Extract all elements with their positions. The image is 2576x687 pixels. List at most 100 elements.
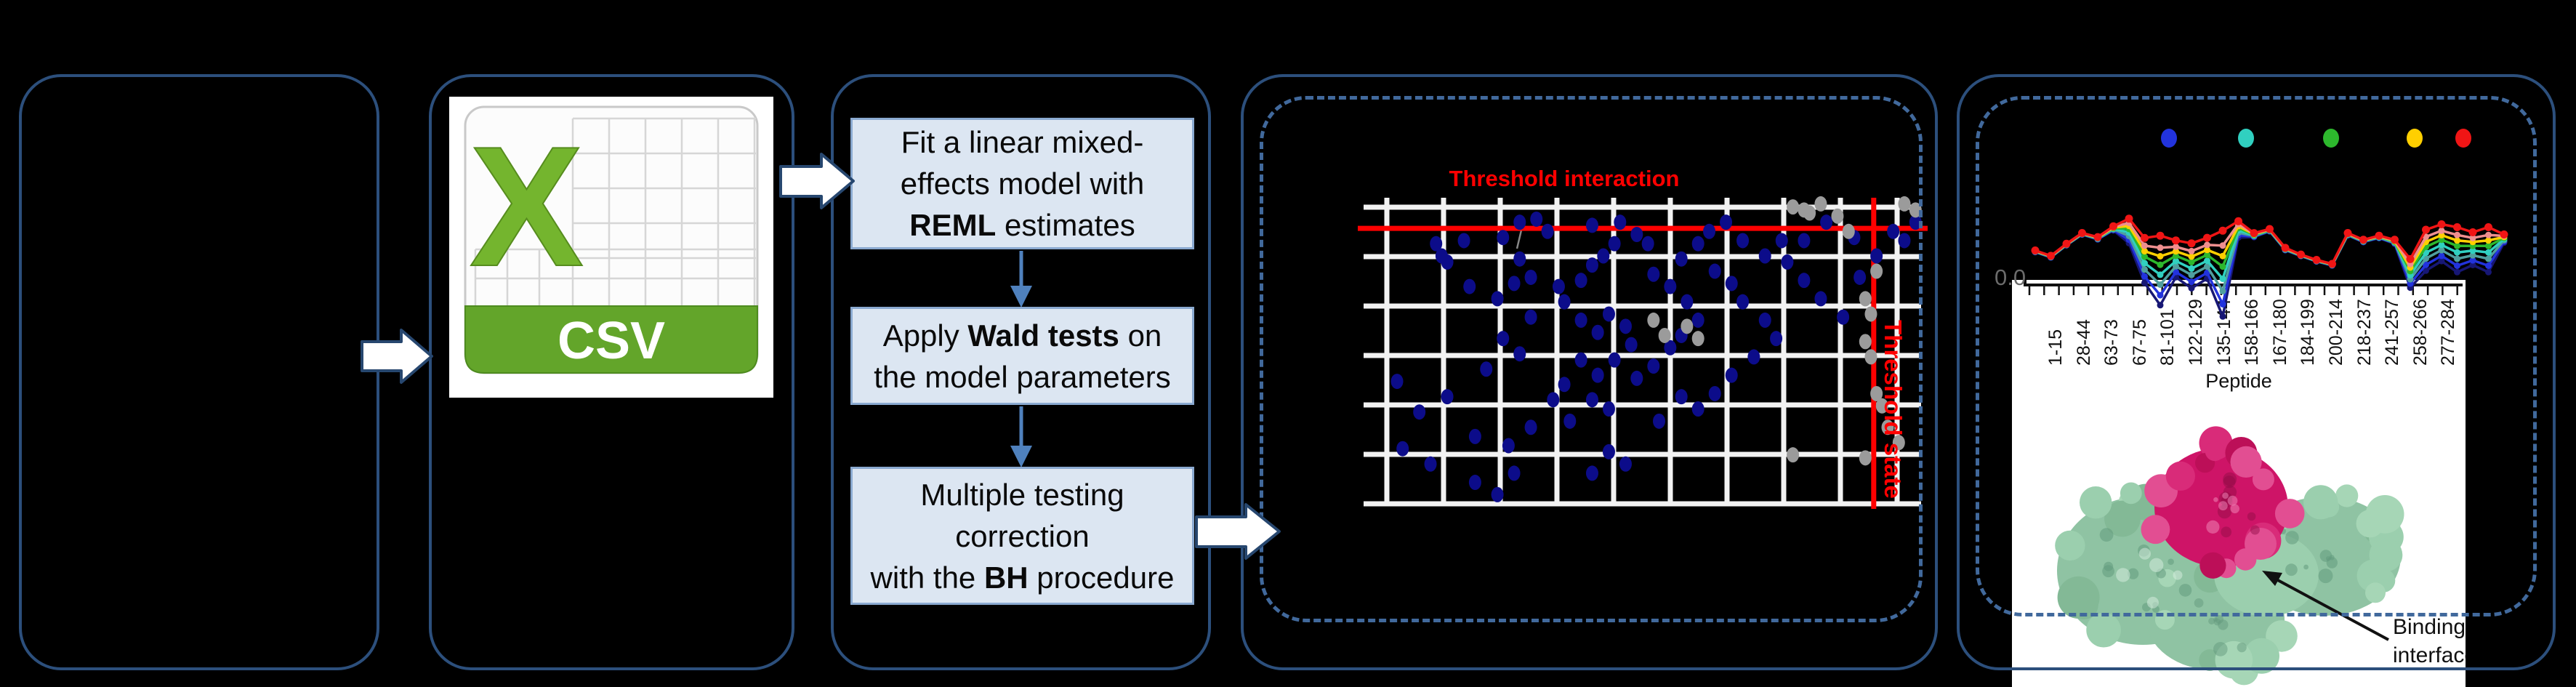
scatter-point-significant-peptides (1647, 358, 1660, 374)
series-marker-timepoint-7 (2469, 257, 2476, 264)
flow-step-text: with the (870, 560, 984, 595)
series-marker-timepoint-shortest (2297, 250, 2305, 259)
scatter-point-significant-peptides (1413, 404, 1426, 420)
series-marker-timepoint-shortest (2437, 220, 2446, 228)
series-marker-timepoint-shortest (2062, 239, 2071, 248)
binding-arrow-line (2274, 577, 2389, 641)
series-marker-timepoint-5 (2438, 241, 2445, 249)
protein-magenta-shade (2250, 525, 2260, 535)
protein-magenta-highlight (2227, 495, 2238, 506)
flow-step-text: Apply (882, 318, 968, 353)
scatter-point-significant-peptides (1653, 413, 1666, 429)
scatter-point-significant-peptides (1597, 248, 1610, 264)
protein-green-shade (2213, 642, 2228, 656)
series-marker-timepoint-3 (2454, 237, 2460, 244)
flow-step-line: REML estimates (909, 204, 1135, 246)
series-marker-timepoint-3 (2438, 232, 2445, 238)
protein-green-shade (2178, 584, 2192, 597)
scatter-point-significant-peptides (1909, 214, 1922, 230)
series-marker-timepoint-3 (2173, 248, 2179, 255)
scatter-point-significant-peptides (1574, 312, 1587, 328)
series-marker-timepoint-6 (2141, 266, 2148, 273)
series-marker-timepoint-shortest (2375, 231, 2383, 240)
protein-magenta-highlight (2222, 492, 2229, 499)
scatter-point-significant-peptides (1585, 257, 1598, 273)
scatter-point-significant-peptides (1480, 361, 1493, 377)
series-marker-timepoint-2 (2188, 247, 2195, 254)
series-marker-timepoint-7 (2485, 262, 2492, 269)
scatter-point-non-significant-peptides (1831, 208, 1844, 224)
protein-magenta-bump (2274, 499, 2305, 529)
series-marker-timepoint-6 (2157, 281, 2164, 288)
scatter-point-significant-peptides (1708, 385, 1721, 401)
scatter-title: Threshold interaction (1449, 166, 1680, 191)
scatter-point-significant-peptides (1619, 318, 1632, 334)
scatter-point-significant-peptides (1591, 367, 1604, 383)
protein-magenta-bump (2205, 441, 2225, 462)
flow-step-line: effects model with (901, 163, 1144, 204)
series-marker-timepoint-7 (2454, 262, 2460, 269)
scatter-point-significant-peptides (1424, 456, 1437, 472)
series-marker-timepoint-5 (2157, 271, 2164, 278)
protein-green-shade (2303, 564, 2309, 570)
series-marker-timepoint-shortest (2187, 239, 2196, 248)
series-marker-timepoint-shortest (2453, 223, 2461, 231)
scatter-point-significant-peptides (1691, 312, 1704, 328)
series-marker-timepoint-7 (2141, 273, 2148, 280)
protein-green-left-bump (2104, 500, 2141, 537)
series-marker-timepoint-7 (2188, 278, 2195, 286)
series-marker-timepoint-shortest (2031, 246, 2040, 254)
scatter-point-significant-peptides (1541, 223, 1554, 239)
scatter-point-significant-peptides (1720, 214, 1733, 230)
flow-step-text: Fit a linear mixed- (901, 125, 1144, 159)
flow-step-line: with the BH procedure (871, 557, 1175, 598)
protein-green-shade (2168, 558, 2174, 565)
series-marker-timepoint-4 (2204, 252, 2210, 259)
flow-step-text: correction (955, 518, 1090, 553)
scatter-point-significant-peptides (1758, 312, 1771, 328)
flow-step-text: BH (983, 560, 1029, 595)
scatter-point-significant-peptides (1574, 273, 1587, 289)
protein-magenta-highlight (2218, 501, 2228, 511)
series-marker-timepoint-longest (2454, 268, 2460, 276)
series-marker-timepoint-5 (2204, 257, 2210, 265)
series-marker-timepoint-2 (2485, 231, 2492, 238)
series-marker-timepoint-4 (2188, 259, 2195, 265)
protein-magenta-bump (2141, 515, 2170, 545)
protein-magenta-highlight (2230, 504, 2239, 514)
scatter-point-non-significant-peptides (1842, 223, 1855, 239)
scatter-point-significant-peptides (1524, 419, 1537, 435)
protein-magenta-shade (2223, 475, 2236, 489)
series-marker-timepoint-2 (2438, 227, 2445, 234)
series-marker-timepoint-shortest (2125, 214, 2133, 223)
series-marker-timepoint-6 (2188, 271, 2195, 278)
series-marker-timepoint-shortest (2359, 236, 2367, 244)
scatter-point-significant-peptides (1614, 214, 1627, 230)
csv-banner-label: CSV (558, 312, 665, 370)
scatter-point-significant-peptides (1463, 278, 1476, 294)
scatter-point-non-significant-peptides (1864, 306, 1877, 322)
scatter-point-significant-peptides (1513, 214, 1526, 230)
scatter-point-significant-peptides (1396, 441, 1409, 457)
series-marker-timepoint-7 (2423, 261, 2429, 268)
scatter-point-non-significant-peptides (1875, 398, 1888, 414)
protein-magenta-highlight (2206, 520, 2220, 534)
flow-step-line: Apply Wald tests on (883, 315, 1162, 356)
protein-green-left-bump (2086, 612, 2121, 648)
series-marker-timepoint-shortest (2109, 222, 2117, 230)
scatter-point-significant-peptides (1775, 233, 1788, 249)
protein-magenta-bump (2199, 552, 2226, 579)
protein-green-shade (2237, 643, 2247, 653)
series-marker-timepoint-shortest (2343, 229, 2352, 237)
binding-label-line2: interface (2393, 643, 2466, 667)
flow-step-text: estimates (996, 208, 1135, 242)
scatter-point-significant-peptides (1441, 389, 1454, 405)
series-marker-timepoint-longest (2188, 285, 2195, 292)
protein-green-right-bump (2356, 559, 2390, 592)
protein-green-shade (2099, 528, 2114, 542)
flow-step-line: correction (955, 515, 1089, 557)
scatter-point-non-significant-peptides (1814, 196, 1827, 212)
scatter-point-significant-peptides (1853, 269, 1867, 285)
series-marker-timepoint-shortest (2250, 229, 2258, 238)
scatter-point-significant-peptides (1497, 230, 1510, 246)
